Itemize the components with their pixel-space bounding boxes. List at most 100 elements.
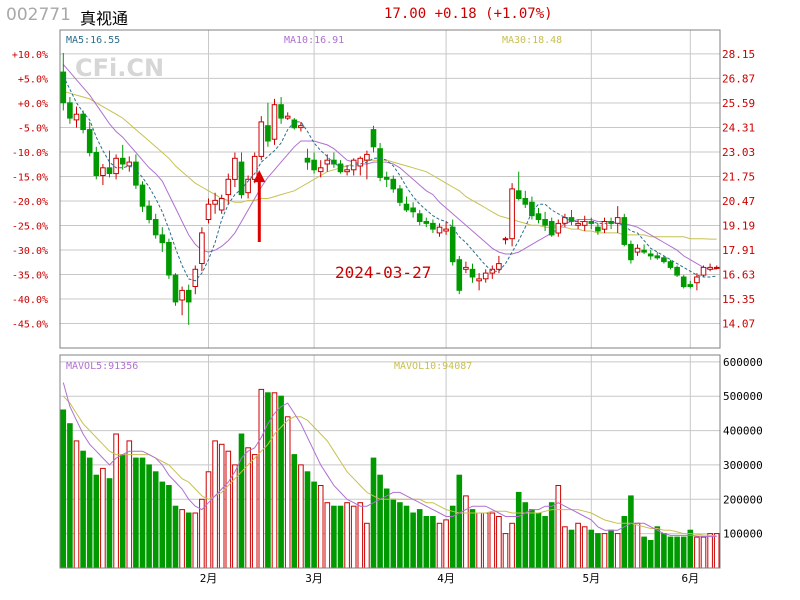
price-legend-label: MA5:16.55 xyxy=(66,35,120,46)
candle-body xyxy=(133,161,139,186)
candle-body xyxy=(113,157,119,175)
volume-bar xyxy=(119,454,126,569)
volume-bar xyxy=(271,392,278,569)
price-legend-label: MA10:16.91 xyxy=(284,35,344,46)
candle-body xyxy=(304,157,311,163)
candle-body xyxy=(100,167,106,177)
right-tick-label: 25.59 xyxy=(722,97,755,110)
volume-legend-label: MAVOL10:94087 xyxy=(394,361,472,372)
volume-bar xyxy=(258,388,265,569)
volume-bar xyxy=(344,502,350,569)
volume-bar xyxy=(278,395,284,569)
volume-panel-frame xyxy=(59,354,721,569)
candle-body xyxy=(205,203,212,220)
volume-bar xyxy=(159,481,166,569)
candle-body xyxy=(172,274,179,303)
candle-body xyxy=(496,263,502,270)
volume-bar xyxy=(337,505,344,569)
candle-body xyxy=(423,221,430,224)
volume-tick-label: 100000 xyxy=(723,528,763,541)
volume-bar xyxy=(456,474,463,569)
mavol10-line xyxy=(62,395,717,537)
candle-body xyxy=(93,152,100,176)
volume-bar xyxy=(304,471,311,569)
volume-bar xyxy=(80,450,86,569)
candle-body xyxy=(449,226,456,263)
volume-bar xyxy=(166,485,172,569)
candle-body xyxy=(139,184,146,207)
candle-body xyxy=(509,188,515,240)
volume-bar xyxy=(614,533,621,569)
annotation-arrow-head xyxy=(253,170,266,183)
volume-bar xyxy=(377,474,383,569)
candle-body xyxy=(443,228,449,232)
volume-bar xyxy=(634,522,641,569)
candle-body xyxy=(568,217,575,222)
volume-tick-label: 500000 xyxy=(723,390,763,403)
volume-tick-label: 400000 xyxy=(723,425,763,438)
price-panel-frame xyxy=(59,29,721,349)
right-tick-label: 19.19 xyxy=(722,219,755,232)
volume-bar xyxy=(443,519,449,569)
volume-bar xyxy=(469,509,476,569)
candle-body xyxy=(192,268,199,287)
candle-body xyxy=(317,167,324,173)
volume-bar xyxy=(390,498,397,569)
volume-bar xyxy=(476,512,482,569)
right-tick-label: 24.31 xyxy=(722,121,755,134)
candle-body xyxy=(713,266,720,269)
volume-bar xyxy=(463,495,469,569)
left-tick-label: -30.0% xyxy=(12,246,48,257)
candle-body xyxy=(199,232,205,264)
candle-body xyxy=(548,221,555,236)
candle-body xyxy=(152,219,159,236)
candle-body xyxy=(67,102,73,119)
volume-bar xyxy=(139,457,146,569)
candle-layer xyxy=(60,52,720,325)
candle-body xyxy=(232,157,238,180)
ma30-layer xyxy=(63,90,717,240)
ma30-line xyxy=(63,90,717,240)
volume-bar xyxy=(542,516,548,569)
candle-body xyxy=(628,243,634,261)
candle-body xyxy=(251,155,258,180)
volume-bar xyxy=(436,522,443,569)
right-tick-label: 17.91 xyxy=(722,244,755,257)
candle-body xyxy=(694,276,700,284)
candle-body xyxy=(654,255,661,259)
volume-bar xyxy=(680,536,687,569)
volume-tick-label: 300000 xyxy=(723,459,763,472)
volume-bar xyxy=(601,533,608,569)
candle-body xyxy=(179,289,185,301)
candle-body xyxy=(106,167,113,175)
ma5-line xyxy=(62,75,717,282)
candle-body xyxy=(601,221,608,230)
volume-tick-label: 600000 xyxy=(723,356,763,369)
volume-bar xyxy=(185,512,192,569)
right-tick-label: 15.35 xyxy=(722,293,755,306)
volume-bar xyxy=(73,440,80,569)
watermark: CFi.CN xyxy=(75,54,164,82)
volume-bar xyxy=(397,502,403,569)
right-tick-label: 23.03 xyxy=(722,146,755,159)
candle-body xyxy=(397,188,403,203)
left-tick-label: -45.0% xyxy=(12,319,48,330)
right-tick-label: 20.47 xyxy=(722,195,755,208)
candle-body xyxy=(641,249,647,253)
candle-body xyxy=(364,153,370,161)
volume-bar xyxy=(291,454,298,569)
ma5-layer xyxy=(62,75,717,282)
volume-bar xyxy=(350,505,357,569)
volume-bar xyxy=(588,529,595,569)
volume-bar xyxy=(298,464,304,569)
candle-body xyxy=(680,276,687,288)
volume-bar xyxy=(100,467,106,569)
candle-body xyxy=(529,201,535,217)
price-legend-label: MA30:18.48 xyxy=(502,35,562,46)
volume-bar xyxy=(535,512,542,569)
volume-bar xyxy=(238,433,245,569)
right-tick-label: 21.75 xyxy=(722,170,755,183)
candle-body xyxy=(707,266,713,270)
stock-code: 002771 xyxy=(6,5,71,25)
volume-bar xyxy=(628,495,634,569)
